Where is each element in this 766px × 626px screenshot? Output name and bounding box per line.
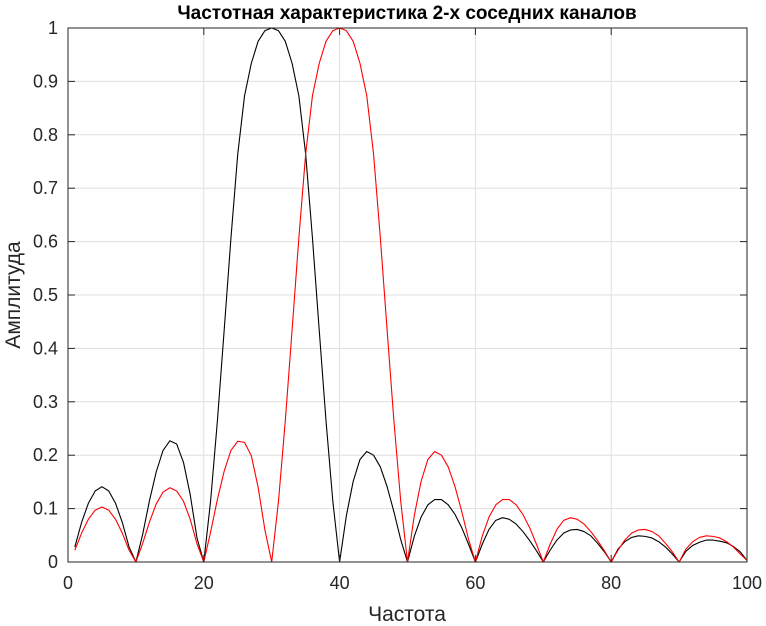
series-line-2	[74, 27, 748, 563]
x-axis-label: Частота	[368, 603, 446, 626]
chart-title: Частотная характеристика 2-х соседних ка…	[177, 3, 636, 24]
y-axis-label: Амплитуда	[2, 241, 25, 349]
tick-labels: 0 20 40 60 80 100 0 0.1 0.2 0.3 0.4 0.5 0.6 0.7 0.8 0.9…	[33, 18, 762, 593]
series-line-1	[74, 27, 748, 563]
x-tick-label: 0	[63, 573, 73, 593]
y-tick-label: 0.3	[33, 392, 58, 412]
x-tick-label: 60	[465, 573, 485, 593]
y-tick-label: 0.9	[33, 71, 58, 91]
x-tick-label: 40	[330, 573, 350, 593]
y-tick-label: 0.2	[33, 445, 58, 465]
x-tick-label: 80	[601, 573, 621, 593]
y-tick-label: 0.8	[33, 125, 58, 145]
y-tick-label: 0.6	[33, 232, 58, 252]
y-tick-label: 0.4	[33, 338, 58, 358]
y-tick-label: 0	[48, 552, 58, 572]
y-tick-label: 0.1	[33, 499, 58, 519]
y-tick-label: 1	[48, 18, 58, 38]
y-tick-label: 0.5	[33, 285, 58, 305]
series-group	[74, 27, 748, 563]
axes	[67, 27, 748, 563]
x-tick-label: 100	[732, 573, 762, 593]
x-tick-label: 20	[194, 573, 214, 593]
y-tick-label: 0.7	[33, 178, 58, 198]
